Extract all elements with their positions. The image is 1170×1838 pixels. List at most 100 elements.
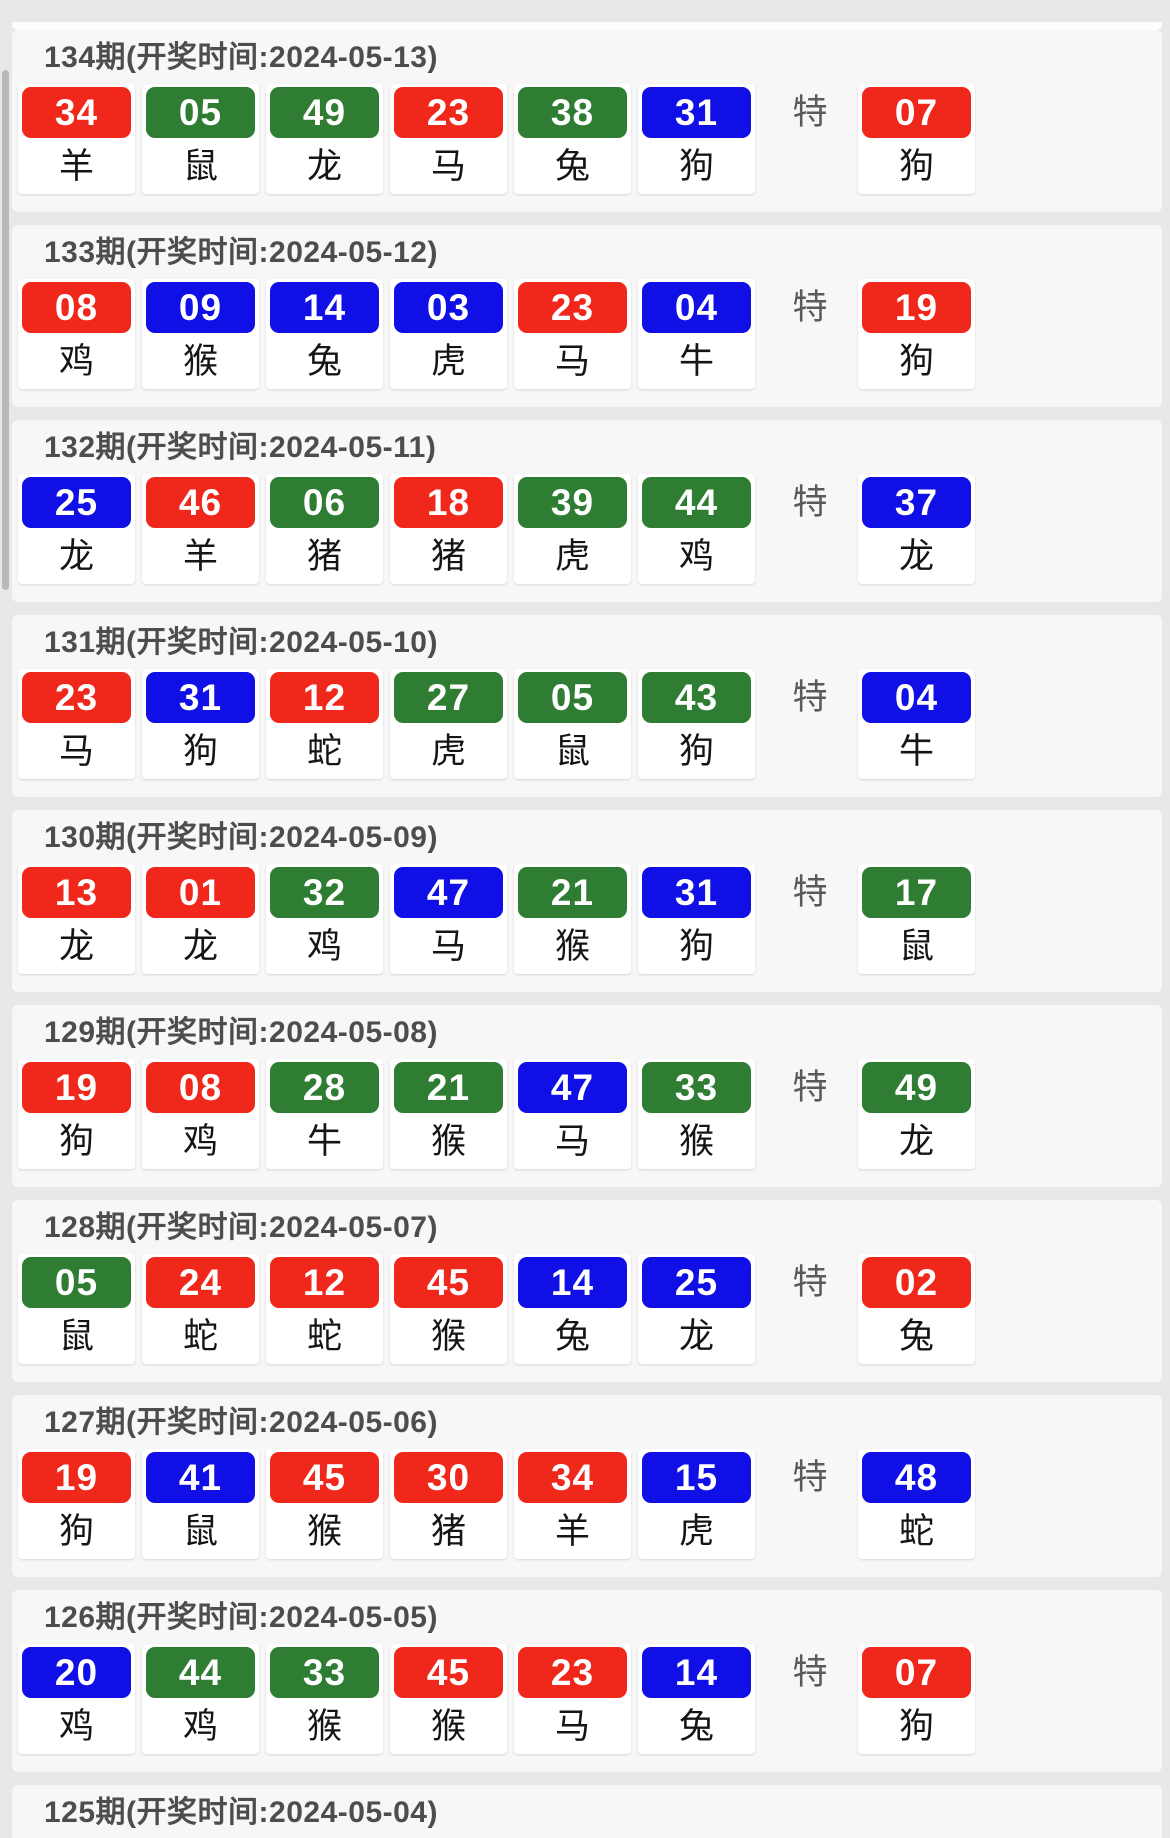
zodiac-label: 兔 [554, 1317, 590, 1356]
ball-number: 49 [862, 1062, 971, 1113]
number-tile: 34 羊 [18, 84, 135, 194]
ball-number: 32 [270, 867, 379, 918]
period-section: 131期(开奖时间:2024-05-10) 23 马 31 狗 12 蛇 27 … [12, 615, 1162, 797]
period-section: 125期(开奖时间:2024-05-04) 特 [12, 1785, 1162, 1838]
ball-number: 04 [642, 282, 751, 333]
period-title: 132期(开奖时间:2024-05-11) [44, 431, 437, 464]
ball-number: 25 [22, 477, 131, 528]
zodiac-label: 羊 [554, 1512, 590, 1551]
special-tile: 37 龙 [858, 474, 975, 584]
zodiac-label: 猴 [430, 1317, 466, 1356]
number-tile: 34 羊 [514, 1449, 631, 1559]
ball-number: 39 [518, 477, 627, 528]
ball-number: 23 [22, 672, 131, 723]
number-tile: 13 龙 [18, 864, 135, 974]
number-tile: 24 蛇 [142, 1254, 259, 1364]
period-section: 134期(开奖时间:2024-05-13) 34 羊 05 鼠 49 龙 23 … [12, 30, 1162, 212]
numbers-row: 20 鸡 44 鸡 33 猴 45 猴 23 马 14 兔 特 07 狗 [18, 1644, 1162, 1754]
ball-number: 34 [518, 1452, 627, 1503]
ball-number: 33 [642, 1062, 751, 1113]
ball-number: 07 [862, 1647, 971, 1698]
number-tile: 44 鸡 [142, 1644, 259, 1754]
period-section: 133期(开奖时间:2024-05-12) 08 鸡 09 猴 14 兔 03 … [12, 225, 1162, 407]
number-tile: 39 虎 [514, 474, 631, 584]
numbers-row: 25 龙 46 羊 06 猪 18 猪 39 虎 44 鸡 特 37 龙 [18, 474, 1162, 584]
number-tile: 15 虎 [638, 1449, 755, 1559]
zodiac-label: 猴 [182, 342, 218, 381]
number-tile: 33 猴 [266, 1644, 383, 1754]
number-tile: 03 虎 [390, 279, 507, 389]
ball-number: 24 [146, 1257, 255, 1308]
numbers-row: 05 鼠 24 蛇 12 蛇 45 猴 14 兔 25 龙 特 02 兔 [18, 1254, 1162, 1364]
zodiac-label: 牛 [898, 732, 934, 771]
zodiac-label: 猴 [554, 927, 590, 966]
zodiac-label: 猴 [678, 1122, 714, 1161]
number-tile: 45 猴 [266, 1449, 383, 1559]
ball-number: 17 [862, 867, 971, 918]
ball-number: 23 [518, 282, 627, 333]
ball-number: 02 [862, 1257, 971, 1308]
period-title: 128期(开奖时间:2024-05-07) [44, 1211, 438, 1244]
ball-number: 31 [642, 87, 751, 138]
zodiac-label: 马 [58, 732, 94, 771]
number-tile: 25 龙 [638, 1254, 755, 1364]
period-section: 126期(开奖时间:2024-05-05) 20 鸡 44 鸡 33 猴 45 … [12, 1590, 1162, 1772]
special-tile: 07 狗 [858, 1644, 975, 1754]
ball-number: 18 [394, 477, 503, 528]
ball-number: 25 [642, 1257, 751, 1308]
ball-number: 49 [270, 87, 379, 138]
ball-number: 14 [270, 282, 379, 333]
number-tile: 31 狗 [142, 669, 259, 779]
special-label: 特 [792, 1068, 828, 1107]
number-tile: 21 猴 [390, 1059, 507, 1169]
ball-number: 05 [518, 672, 627, 723]
number-tile: 05 鼠 [18, 1254, 135, 1364]
ball-number: 33 [270, 1647, 379, 1698]
ball-number: 37 [862, 477, 971, 528]
numbers-row: 13 龙 01 龙 32 鸡 47 马 21 猴 31 狗 特 17 鼠 [18, 864, 1162, 974]
zodiac-label: 蛇 [306, 732, 342, 771]
zodiac-label: 龙 [182, 927, 218, 966]
number-tile: 49 龙 [266, 84, 383, 194]
ball-number: 31 [146, 672, 255, 723]
number-tile: 45 猴 [390, 1644, 507, 1754]
period-section: 128期(开奖时间:2024-05-07) 05 鼠 24 蛇 12 蛇 45 … [12, 1200, 1162, 1382]
ball-number: 47 [518, 1062, 627, 1113]
number-tile: 05 鼠 [142, 84, 259, 194]
number-tile: 04 牛 [638, 279, 755, 389]
ball-number: 45 [270, 1452, 379, 1503]
scrollbar-thumb[interactable] [2, 70, 9, 590]
ball-number: 23 [518, 1647, 627, 1698]
ball-number: 12 [270, 672, 379, 723]
number-tile: 27 虎 [390, 669, 507, 779]
zodiac-label: 蛇 [306, 1317, 342, 1356]
period-title: 133期(开奖时间:2024-05-12) [44, 236, 438, 269]
ball-number: 31 [642, 867, 751, 918]
number-tile: 32 鸡 [266, 864, 383, 974]
ball-number: 19 [862, 282, 971, 333]
zodiac-label: 狗 [678, 147, 714, 186]
ball-number: 09 [146, 282, 255, 333]
number-tile: 44 鸡 [638, 474, 755, 584]
numbers-row: 23 马 31 狗 12 蛇 27 虎 05 鼠 43 狗 特 04 牛 [18, 669, 1162, 779]
ball-number: 23 [394, 87, 503, 138]
ball-number: 41 [146, 1452, 255, 1503]
period-section: 129期(开奖时间:2024-05-08) 19 狗 08 鸡 28 牛 21 … [12, 1005, 1162, 1187]
ball-number: 27 [394, 672, 503, 723]
number-tile: 23 马 [18, 669, 135, 779]
zodiac-label: 狗 [898, 1707, 934, 1746]
number-tile: 09 猴 [142, 279, 259, 389]
zodiac-label: 狗 [182, 732, 218, 771]
zodiac-label: 猪 [430, 537, 466, 576]
ball-number: 38 [518, 87, 627, 138]
number-tile: 25 龙 [18, 474, 135, 584]
number-tile: 46 羊 [142, 474, 259, 584]
special-tile: 49 龙 [858, 1059, 975, 1169]
zodiac-label: 鼠 [182, 147, 218, 186]
zodiac-label: 狗 [58, 1122, 94, 1161]
numbers-row: 08 鸡 09 猴 14 兔 03 虎 23 马 04 牛 特 19 狗 [18, 279, 1162, 389]
ball-number: 44 [642, 477, 751, 528]
zodiac-label: 猴 [306, 1512, 342, 1551]
zodiac-label: 鸡 [58, 342, 94, 381]
ball-number: 15 [642, 1452, 751, 1503]
